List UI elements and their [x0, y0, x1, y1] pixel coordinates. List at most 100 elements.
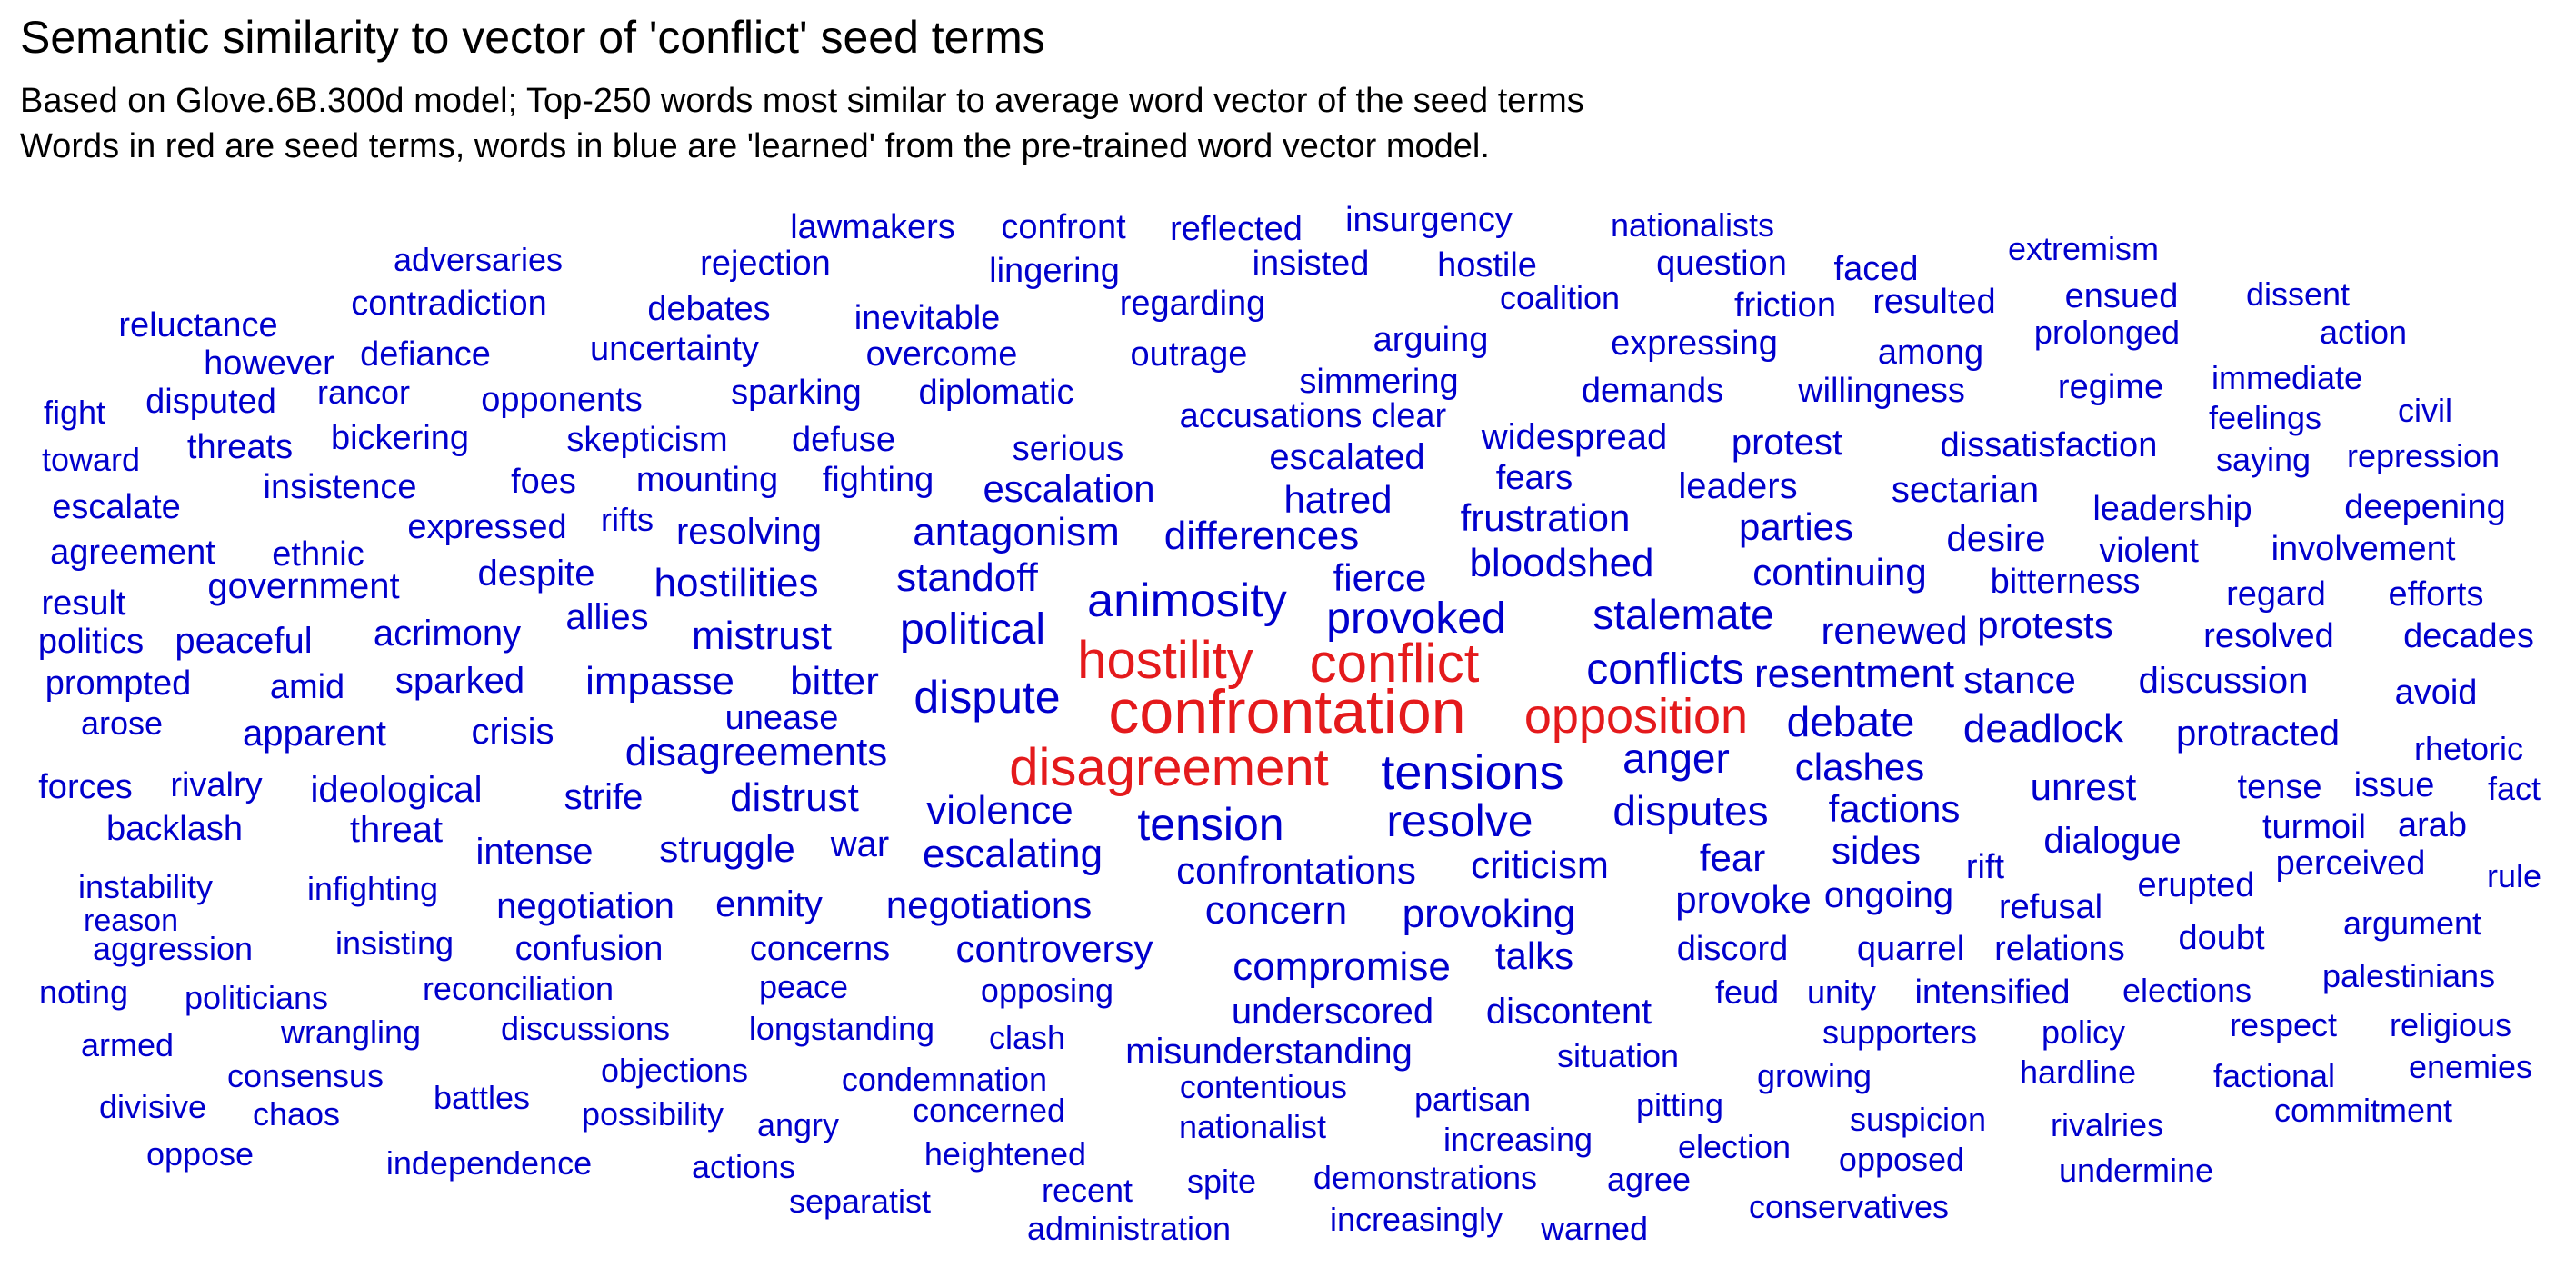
- learned-word-feelings: feelings: [2209, 399, 2321, 436]
- seed-word-opposition: opposition: [1524, 689, 1748, 744]
- learned-word-renewed: renewed: [1821, 609, 1967, 652]
- learned-word-ideological: ideological: [310, 770, 482, 810]
- learned-word-arab: arab: [2398, 806, 2467, 844]
- learned-word-battles: battles: [434, 1079, 530, 1116]
- learned-word-arose: arose: [81, 704, 163, 742]
- learned-word-agreement: agreement: [50, 534, 215, 572]
- learned-word-confusion: confusion: [515, 930, 664, 968]
- learned-word-enemies: enemies: [2409, 1048, 2532, 1085]
- learned-word-escalated: escalated: [1269, 437, 1424, 477]
- learned-word-ensued: ensued: [2065, 277, 2179, 315]
- learned-word-however: however: [204, 344, 334, 383]
- learned-word-disputed: disputed: [145, 383, 276, 421]
- learned-word-fear: fear: [1700, 836, 1765, 879]
- learned-word-discord: discord: [1677, 930, 1789, 968]
- learned-word-palestinians: palestinians: [2322, 957, 2495, 994]
- learned-word-ongoing: ongoing: [1824, 875, 1953, 915]
- learned-word-insisting: insisting: [335, 924, 454, 962]
- learned-word-accusations: accusations: [1180, 397, 1363, 435]
- learned-word-avoid: avoid: [2395, 674, 2478, 712]
- learned-word-demands: demands: [1582, 372, 1723, 410]
- learned-word-possibility: possibility: [582, 1095, 724, 1133]
- learned-word-threat: threat: [350, 810, 443, 850]
- learned-word-arguing: arguing: [1373, 321, 1489, 359]
- learned-word-criticism: criticism: [1471, 844, 1609, 886]
- learned-word-sectarian: sectarian: [1892, 470, 2039, 510]
- learned-word-doubt: doubt: [2178, 919, 2265, 957]
- learned-word-increasing: increasing: [1443, 1121, 1593, 1158]
- learned-word-bitter: bitter: [790, 659, 879, 704]
- learned-word-rejection: rejection: [700, 245, 831, 283]
- learned-word-apparent: apparent: [243, 714, 386, 754]
- learned-word-enmity: enmity: [715, 884, 823, 924]
- learned-word-rifts: rifts: [601, 501, 654, 538]
- learned-word-mounting: mounting: [636, 461, 778, 499]
- learned-word-oppose: oppose: [146, 1135, 254, 1173]
- learned-word-divisive: divisive: [99, 1088, 206, 1125]
- learned-word-deadlock: deadlock: [1963, 706, 2124, 751]
- learned-word-violence: violence: [926, 788, 1073, 833]
- learned-word-concerned: concerned: [913, 1092, 1065, 1129]
- learned-word-demonstrations: demonstrations: [1313, 1159, 1537, 1196]
- learned-word-peaceful: peaceful: [175, 621, 312, 661]
- learned-word-argument: argument: [2343, 904, 2481, 942]
- learned-word-stance: stance: [1963, 658, 2076, 701]
- learned-word-politics: politics: [38, 623, 144, 661]
- learned-word-prolonged: prolonged: [2034, 314, 2180, 351]
- learned-word-resulted: resulted: [1872, 283, 1995, 321]
- learned-word-saying: saying: [2216, 441, 2311, 478]
- learned-word-adversaries: adversaries: [394, 241, 563, 278]
- learned-word-independence: independence: [386, 1144, 592, 1182]
- learned-word-differences: differences: [1164, 514, 1359, 558]
- learned-word-impasse: impasse: [585, 659, 734, 704]
- learned-word-protracted: protracted: [2176, 714, 2340, 754]
- learned-word-contentious: contentious: [1180, 1068, 1347, 1105]
- learned-word-disagreements: disagreements: [625, 730, 888, 774]
- learned-word-deepening: deepening: [2344, 488, 2506, 526]
- learned-word-uncertainty: uncertainty: [590, 330, 759, 368]
- learned-word-rivalries: rivalries: [2051, 1106, 2163, 1143]
- learned-word-provoking: provoking: [1403, 892, 1576, 936]
- learned-word-coalition: coalition: [1500, 279, 1620, 316]
- learned-word-regard: regard: [2226, 575, 2326, 614]
- learned-word-acrimony: acrimony: [374, 614, 521, 654]
- learned-word-reluctance: reluctance: [118, 306, 277, 344]
- learned-word-agree: agree: [1607, 1161, 1691, 1198]
- learned-word-distrust: distrust: [730, 775, 859, 820]
- learned-word-bickering: bickering: [331, 419, 469, 457]
- learned-word-forces: forces: [38, 768, 132, 806]
- learned-word-sparking: sparking: [731, 374, 862, 412]
- learned-word-rule: rule: [2487, 857, 2541, 894]
- learned-word-unease: unease: [725, 699, 839, 737]
- learned-word-elections: elections: [2122, 972, 2252, 1009]
- learned-word-bloodshed: bloodshed: [1469, 541, 1653, 585]
- learned-word-unity: unity: [1807, 973, 1876, 1011]
- learned-word-fact: fact: [2488, 770, 2541, 807]
- learned-word-pitting: pitting: [1636, 1086, 1723, 1123]
- learned-word-refusal: refusal: [1999, 888, 2102, 926]
- learned-word-issue: issue: [2354, 766, 2435, 804]
- learned-word-fighting: fighting: [823, 461, 934, 499]
- learned-word-quarrel: quarrel: [1857, 930, 1964, 968]
- learned-word-hardline: hardline: [2020, 1053, 2136, 1091]
- learned-word-reflected: reflected: [1170, 210, 1303, 248]
- learned-word-provoke: provoke: [1675, 878, 1811, 921]
- learned-word-angry: angry: [757, 1106, 839, 1143]
- learned-word-fierce: fierce: [1333, 556, 1427, 599]
- learned-word-protests: protests: [1977, 604, 2112, 646]
- learned-word-reconciliation: reconciliation: [423, 970, 614, 1007]
- learned-word-discussion: discussion: [2139, 661, 2309, 701]
- learned-word-wrangling: wrangling: [280, 1013, 421, 1051]
- learned-word-erupted: erupted: [2138, 866, 2255, 904]
- learned-word-debates: debates: [647, 290, 770, 328]
- learned-word-concerns: concerns: [750, 930, 890, 968]
- learned-word-antagonism: antagonism: [913, 510, 1119, 554]
- learned-word-relations: relations: [1994, 930, 2125, 968]
- learned-word-intense: intense: [476, 832, 594, 872]
- learned-word-aggression: aggression: [93, 930, 253, 967]
- learned-word-diplomatic: diplomatic: [918, 374, 1073, 412]
- seed-word-disagreement: disagreement: [1009, 738, 1328, 797]
- learned-word-politicians: politicians: [185, 979, 328, 1016]
- learned-word-sides: sides: [1832, 829, 1921, 872]
